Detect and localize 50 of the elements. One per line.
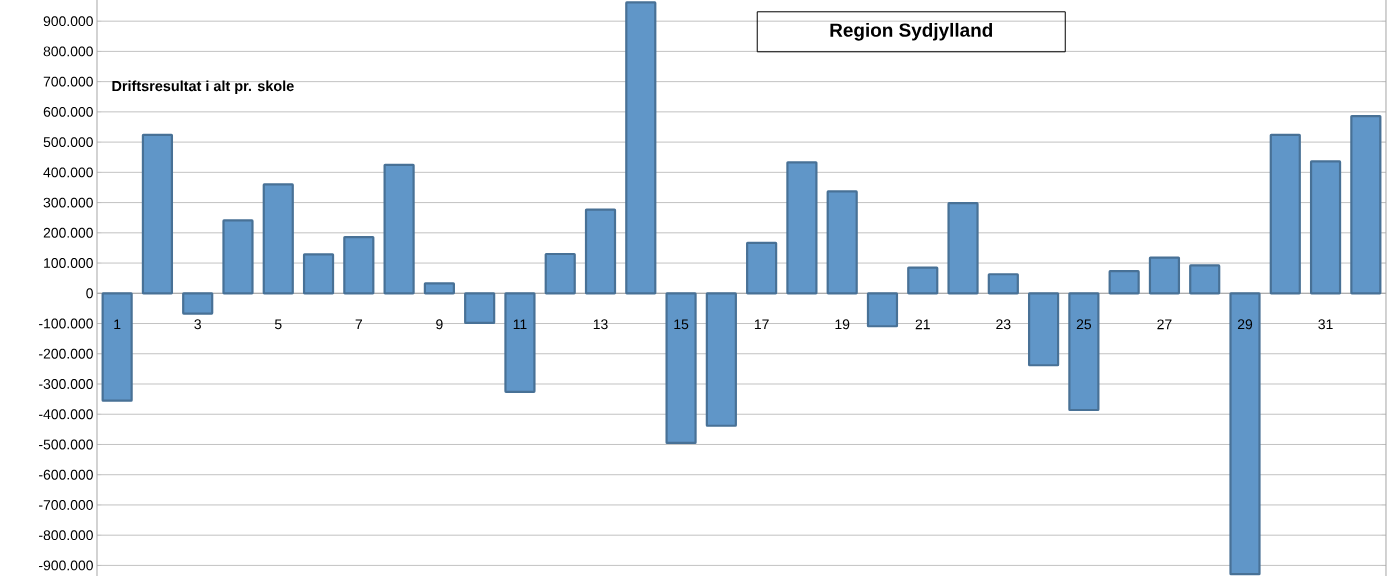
bar (625, 1, 657, 295)
y-tick-label: 600.000 (43, 106, 93, 117)
x-tick-label: 11 (513, 319, 527, 330)
y-tick-label: 400.000 (43, 167, 93, 178)
y-tick-label: -300.000 (39, 379, 93, 389)
y-tick-label: 700.000 (43, 76, 93, 87)
y-tick-label: -800.000 (39, 530, 93, 541)
y-tick-label: -200.000 (39, 348, 93, 359)
bar (826, 190, 858, 295)
y-tick-label: -700.000 (39, 499, 93, 510)
bar (262, 183, 294, 295)
bar (705, 292, 737, 427)
bar (1309, 160, 1342, 295)
bar (141, 133, 174, 295)
y-tick-label: -900.000 (39, 560, 93, 571)
y-tick-label: 500.000 (43, 137, 93, 148)
x-tick-label: 7 (355, 319, 363, 330)
x-tick-label: 21 (915, 319, 930, 330)
x-tick-label: 1 (114, 319, 121, 330)
x-tick-label: 5 (274, 319, 282, 330)
y-tick-label: 300.000 (43, 197, 93, 208)
bar (101, 292, 133, 402)
text: Region Sydjylland (830, 22, 993, 41)
bar (1350, 115, 1382, 295)
y-tick-label: 100.000 (44, 258, 93, 268)
x-tick-label: 17 (754, 319, 769, 330)
bar (1068, 292, 1100, 412)
y-tick-label: -500.000 (39, 439, 93, 450)
bar (1027, 292, 1060, 367)
x-tick-label: 9 (436, 319, 443, 330)
x-tick-label: 13 (593, 319, 608, 330)
y-tick-label: -600.000 (39, 469, 93, 480)
x-tick-label: 3 (194, 319, 201, 330)
y-tick-label: 200.000 (43, 227, 93, 238)
x-tick-label: 27 (1157, 319, 1172, 330)
x-tick-label: 29 (1237, 319, 1253, 330)
bar (584, 208, 617, 295)
x-tick-label: 19 (835, 319, 850, 330)
y-tick-label: -100.000 (39, 318, 93, 329)
bar (1269, 133, 1301, 295)
text: Driftsresultat i alt pr. skole (112, 80, 294, 94)
x-tick-label: 23 (996, 319, 1011, 330)
x-tick-label: 25 (1076, 319, 1092, 330)
y-tick-label: 0 (86, 288, 93, 299)
y-tick-label: -400.000 (39, 409, 93, 420)
y-tick-label: 800.000 (43, 46, 93, 57)
x-tick-label: 15 (674, 319, 689, 330)
y-tick-label: 900.000 (43, 16, 93, 27)
bar (383, 163, 415, 295)
x-tick-label: 31 (1318, 319, 1333, 330)
